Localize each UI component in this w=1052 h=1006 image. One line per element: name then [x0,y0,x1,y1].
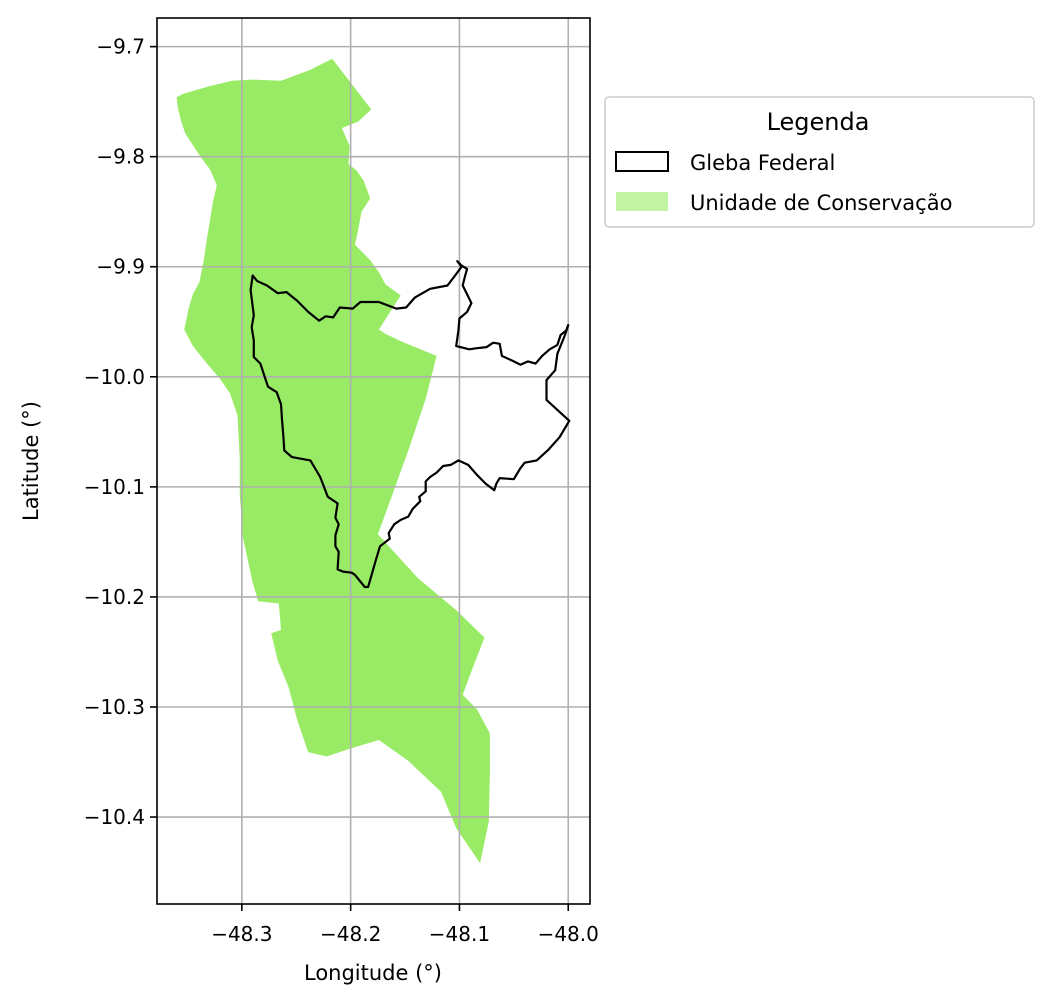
y-tick-label: −9.7 [96,35,145,59]
y-axis-ticks: −9.7 −9.8 −9.9 −10.0 −10.1 −10.2 −10.3 −10.4 [84,35,157,829]
y-tick-label: −10.0 [84,365,145,389]
unidade-de-conservacao-layer [176,58,490,864]
y-tick-label: −9.8 [96,145,145,169]
y-tick-label: −10.2 [84,585,145,609]
legend-label-unidade-de-conservacao: Unidade de Conservação [690,191,952,215]
grid [157,18,590,904]
plot-area [156,17,591,905]
axes-frame [156,17,591,905]
x-axis-ticks: −48.3 −48.2 −48.1 −48.0 [211,904,599,946]
y-tick-label: −10.4 [84,805,145,829]
x-tick-label: −48.1 [429,922,490,946]
y-tick-label: −9.9 [96,255,145,279]
gleba-federal-polygon [249,260,571,589]
y-axis-label: Latitude (°) [19,401,43,521]
legend-swatch-unidade-de-conservacao [616,192,668,211]
legend-box [604,96,1035,228]
legend-swatch-gleba-federal [615,151,669,172]
x-tick-label: −48.2 [320,922,381,946]
x-tick-label: −48.3 [211,922,272,946]
gleba-federal-layer [249,260,571,589]
x-axis-label: Longitude (°) [304,961,442,985]
y-tick-label: −10.1 [84,475,145,499]
legend: Legenda Gleba Federal Unidade de Conserv… [604,96,1035,228]
legend-title: Legenda [767,108,870,136]
x-tick-label: −48.0 [538,922,599,946]
legend-label-gleba-federal: Gleba Federal [690,151,835,175]
unidade-de-conservacao-polygon [176,58,490,864]
y-tick-label: −10.3 [84,695,145,719]
